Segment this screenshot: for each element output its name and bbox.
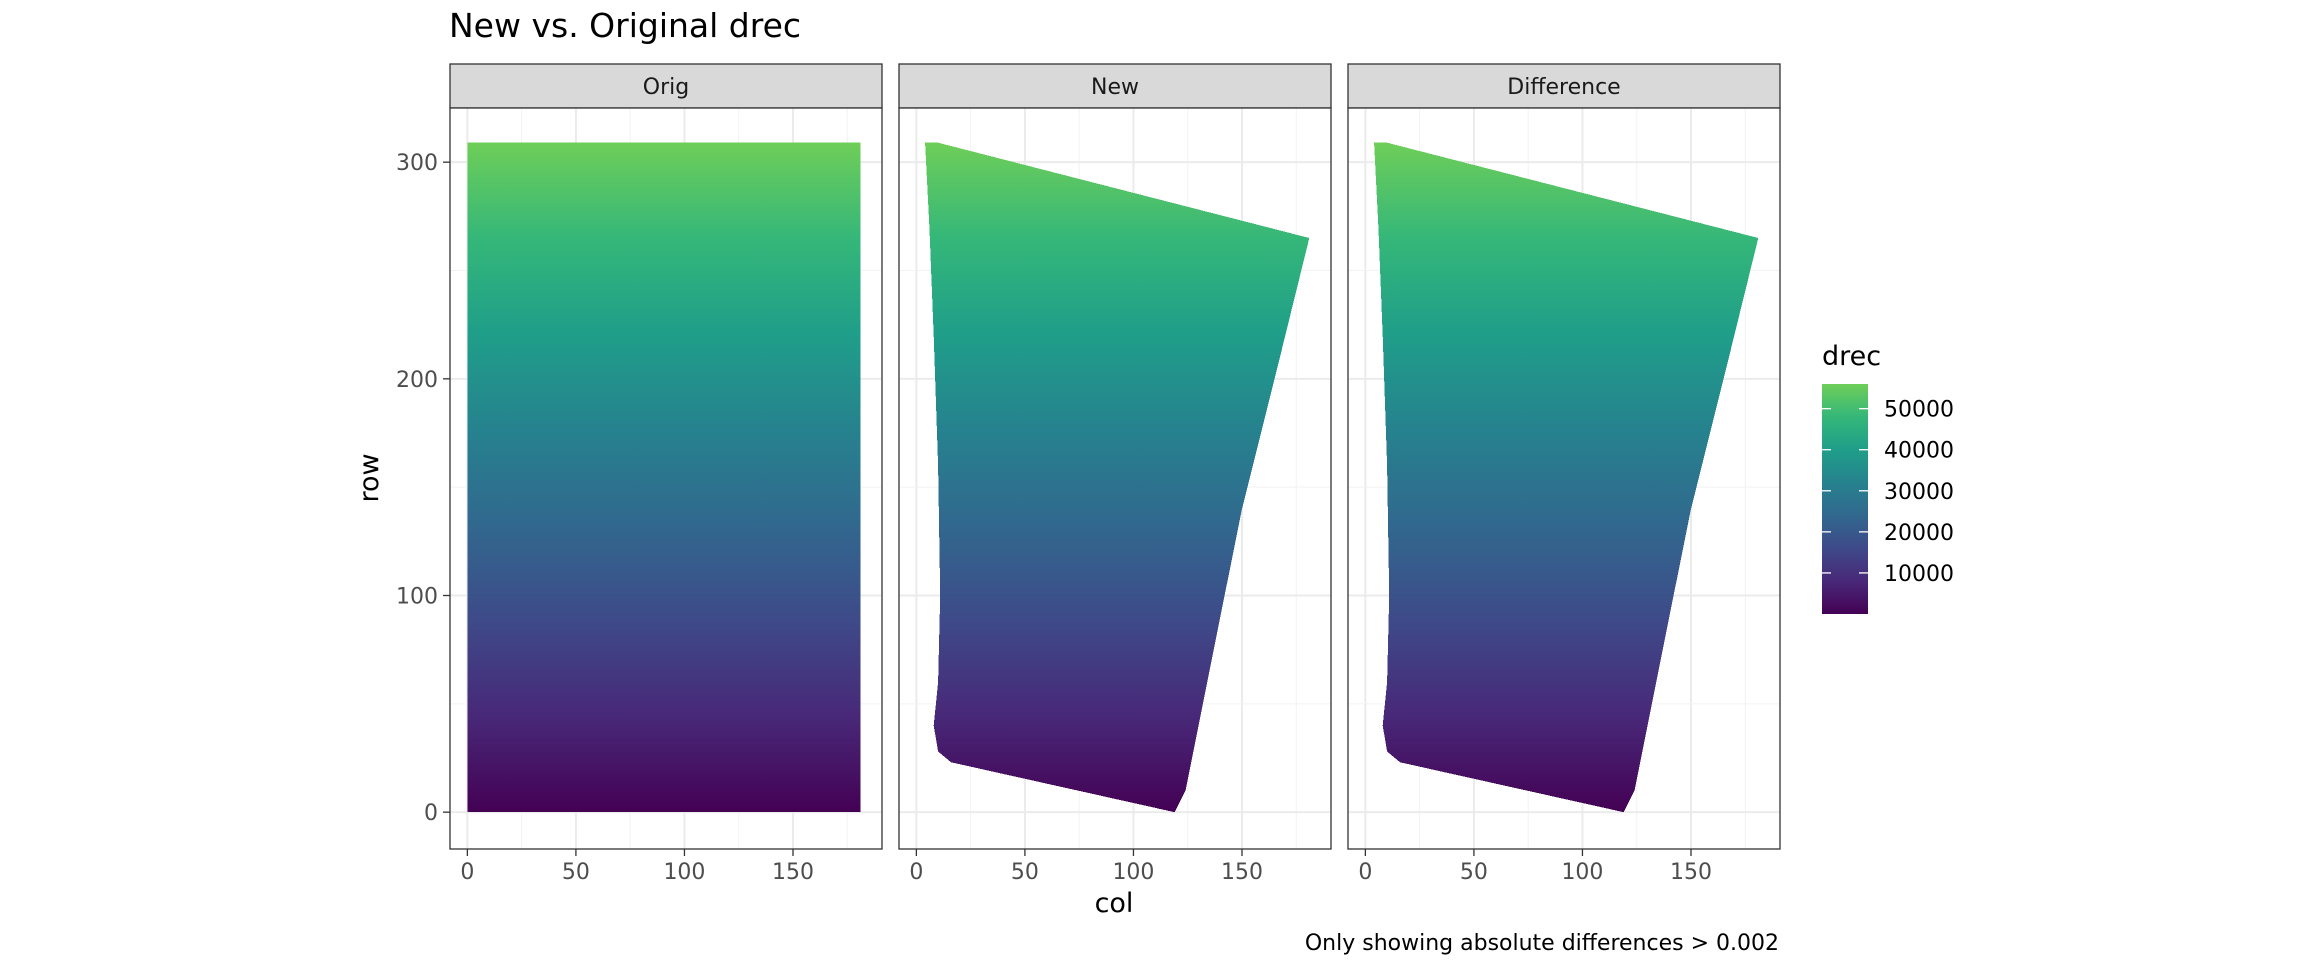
chart-caption: Only showing absolute differences > 0.00… bbox=[1305, 931, 1779, 956]
facet-strip bbox=[1347, 63, 1781, 109]
y-tick-label: 300 bbox=[396, 151, 438, 176]
raster-data-region bbox=[925, 142, 1310, 813]
facet-strip bbox=[898, 63, 1332, 109]
legend-label: 10000 bbox=[1884, 562, 1954, 587]
x-axis-label: col bbox=[1095, 888, 1134, 919]
raster-data-region bbox=[1374, 142, 1759, 813]
x-tick-label: 150 bbox=[1221, 860, 1263, 885]
x-axis-orig: 0 50 100 150 bbox=[460, 849, 814, 885]
x-tick-label: 0 bbox=[460, 860, 474, 885]
facet-strip-label: Difference bbox=[1507, 75, 1620, 100]
legend-colorbar bbox=[1822, 384, 1868, 614]
legend-label: 50000 bbox=[1884, 398, 1954, 423]
x-tick-label: 50 bbox=[1460, 860, 1488, 885]
legend-title: drec bbox=[1822, 341, 1881, 372]
legend: drec 10000 20000 30000 40000 50000 bbox=[1822, 341, 1954, 614]
legend-label: 30000 bbox=[1884, 480, 1954, 505]
legend-label: 20000 bbox=[1884, 521, 1954, 546]
x-tick-label: 100 bbox=[663, 860, 705, 885]
facet-strip bbox=[449, 63, 883, 109]
x-tick-label: 100 bbox=[1112, 860, 1154, 885]
x-tick-label: 150 bbox=[1670, 860, 1712, 885]
x-tick-label: 50 bbox=[562, 860, 590, 885]
panel-border bbox=[1347, 107, 1781, 850]
facet-strip-label: New bbox=[1091, 75, 1139, 100]
y-axis-label: row bbox=[354, 453, 385, 502]
x-tick-label: 100 bbox=[1561, 860, 1603, 885]
panel-border bbox=[449, 107, 883, 850]
y-axis: 0 100 200 300 bbox=[396, 151, 450, 826]
facet-panel-difference: Difference 0 50 100 150 bbox=[1347, 63, 1781, 885]
chart-title: New vs. Original drec bbox=[449, 6, 801, 45]
x-axis-difference: 0 50 100 150 bbox=[1358, 849, 1712, 885]
x-tick-label: 50 bbox=[1011, 860, 1039, 885]
y-tick-label: 100 bbox=[396, 585, 438, 610]
facet-panel-orig: Orig 0 50 100 150 bbox=[449, 63, 883, 885]
x-axis-new: 0 50 100 150 bbox=[909, 849, 1263, 885]
x-tick-label: 0 bbox=[909, 860, 923, 885]
facet-panels: Orig 0 50 100 150 New 0 50 100 150 Difference 0 50 10… bbox=[449, 63, 1781, 885]
facet-panel-new: New 0 50 100 150 bbox=[898, 63, 1332, 885]
facet-strip-label: Orig bbox=[643, 75, 689, 100]
raster-data-region bbox=[467, 142, 861, 813]
x-tick-label: 150 bbox=[772, 860, 814, 885]
y-tick-label: 0 bbox=[424, 801, 438, 826]
y-tick-label: 200 bbox=[396, 368, 438, 393]
legend-label: 40000 bbox=[1884, 439, 1954, 464]
panel-border bbox=[898, 107, 1332, 850]
x-tick-label: 0 bbox=[1358, 860, 1372, 885]
